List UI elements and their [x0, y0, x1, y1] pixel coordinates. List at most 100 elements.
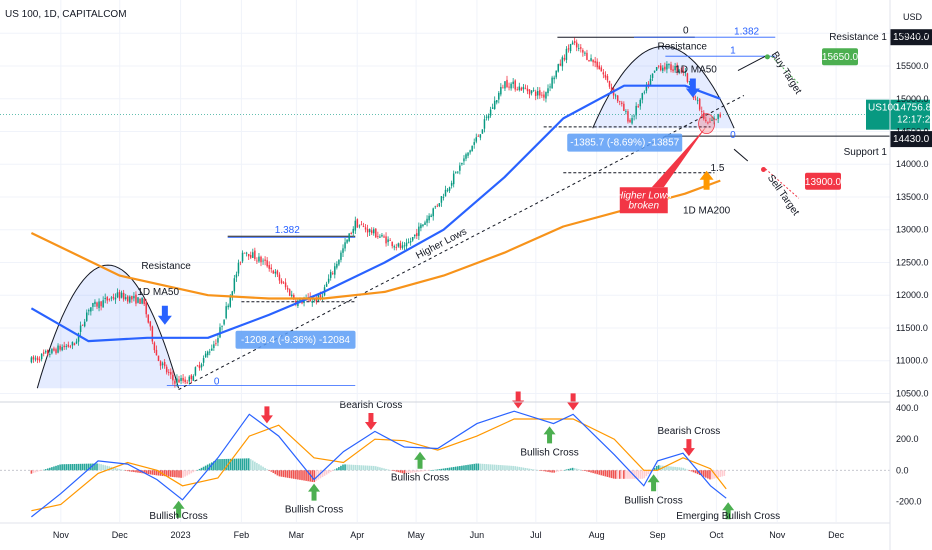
candle-body: [698, 98, 701, 110]
current-price-label: 14756.8: [895, 103, 932, 114]
macd-histogram-bar: [215, 460, 217, 471]
overlay-annotations: 1.382 0 1.382 1 0 1.5 0 Resistance 1D MA50 Resist…: [137, 25, 932, 387]
right-arc-fill: [592, 46, 735, 129]
y-tick-label: 12000.0: [896, 290, 929, 300]
candle-body: [233, 278, 236, 292]
candle-body: [635, 105, 637, 116]
candle-body: [209, 351, 211, 353]
x-tick-label: Nov: [769, 530, 786, 540]
y-tick-label: 11000.0: [896, 356, 928, 366]
macd-histogram-bar: [108, 466, 111, 471]
candle-body: [664, 66, 666, 70]
candle-body: [516, 89, 519, 91]
macd-histogram-bar: [188, 470, 191, 475]
macd-pane: Bullish Cross Bullish Cross Bearish Cross B…: [0, 391, 890, 522]
macd-histogram-bar: [508, 465, 510, 471]
candle-body: [426, 218, 428, 223]
candle-body: [651, 73, 654, 78]
candle-body: [506, 79, 508, 87]
macd-histogram-bar: [73, 463, 76, 471]
macd-histogram-bar: [247, 458, 250, 471]
macd-histogram-bar: [432, 469, 435, 471]
sell-target-value-bg: [805, 172, 841, 190]
macd-histogram-bar: [389, 469, 391, 471]
macd-histogram-bar: [325, 470, 328, 475]
macd-histogram-bar: [370, 465, 373, 471]
buy-path-1: [737, 55, 766, 72]
x-tick-label: May: [408, 530, 426, 540]
macd-histogram-bar: [616, 470, 619, 479]
macd-histogram-bar: [430, 470, 432, 471]
candle-body: [592, 59, 594, 63]
macd-histogram-bar: [336, 468, 338, 471]
macd-histogram-bar: [192, 470, 195, 473]
candle-body: [336, 263, 338, 268]
macd-histogram-bar: [623, 470, 625, 479]
candle-body: [530, 90, 533, 94]
macd-histogram-bar: [670, 466, 672, 471]
macd-histogram-bar: [692, 470, 695, 473]
candle-body: [223, 319, 225, 325]
current-price-timer: 12:17:21: [897, 115, 932, 126]
candle-body: [79, 325, 82, 332]
macd-histogram-bar: [331, 470, 334, 471]
macd-histogram-bar: [260, 465, 262, 471]
candle-body: [94, 301, 96, 305]
candle-body: [100, 301, 102, 307]
macd-histogram-bar: [491, 464, 494, 471]
candle-body: [256, 260, 258, 262]
macd-histogram-bar: [350, 464, 353, 471]
candle-body: [498, 92, 500, 100]
macd-histogram-bar: [290, 470, 293, 479]
macd-histogram-bar: [588, 470, 590, 472]
macd-histogram-bar: [53, 466, 55, 471]
candle-body: [420, 224, 422, 229]
macd-histogram-bar: [590, 470, 592, 473]
macd-histogram-bar: [32, 470, 35, 474]
candle-body: [227, 305, 229, 308]
candle-body: [418, 226, 420, 236]
macd-histogram-bar: [559, 470, 562, 472]
candle-body: [338, 259, 340, 265]
candle-body: [520, 87, 523, 91]
macd-histogram-bar: [434, 469, 437, 471]
macd-histogram-bar: [625, 470, 627, 479]
macd-histogram-bar: [717, 470, 719, 478]
macd-histogram-bar: [379, 467, 381, 471]
macd-histogram-bar: [385, 468, 387, 471]
candle-body: [393, 246, 396, 248]
macd-histogram-bar: [403, 470, 406, 474]
macd-histogram-bar: [536, 470, 539, 471]
macd-histogram-bar: [539, 470, 541, 471]
macd-histogram-bar: [321, 470, 324, 478]
macd-histogram-bar: [516, 466, 519, 471]
bearish-cross-label: Bearish Cross: [340, 400, 403, 411]
macd-histogram-bar: [241, 458, 244, 471]
price-label-resistance: 15940.0: [893, 32, 930, 43]
measure-box-left: -1208.4 (-9.36%) -12084: [241, 335, 350, 346]
macd-histogram-bar: [571, 467, 574, 471]
candle-body: [678, 70, 680, 72]
macd-histogram-bar: [575, 468, 578, 471]
candle-body: [217, 338, 219, 343]
candle-body: [293, 295, 295, 300]
macd-histogram-bar: [239, 458, 242, 471]
candle-body: [387, 239, 389, 243]
macd-histogram-bar: [135, 470, 137, 473]
candle-body: [452, 173, 455, 185]
macd-histogram-bar: [387, 469, 389, 471]
macd-histogram-bar: [446, 467, 449, 471]
macd-histogram-bar: [170, 470, 172, 477]
buy-dot: [764, 54, 770, 60]
fib-label-1382-right: 1.382: [734, 26, 759, 37]
candle-body: [71, 341, 74, 346]
macd-histogram-bar: [407, 470, 410, 474]
macd-histogram-bar: [268, 470, 271, 471]
candle-body: [629, 119, 631, 123]
macd-histogram-bar: [206, 464, 209, 471]
macd-histogram-bar: [122, 470, 125, 471]
bearish-arrow: [260, 406, 273, 424]
candle-body: [600, 67, 603, 72]
candle-body: [272, 270, 275, 274]
